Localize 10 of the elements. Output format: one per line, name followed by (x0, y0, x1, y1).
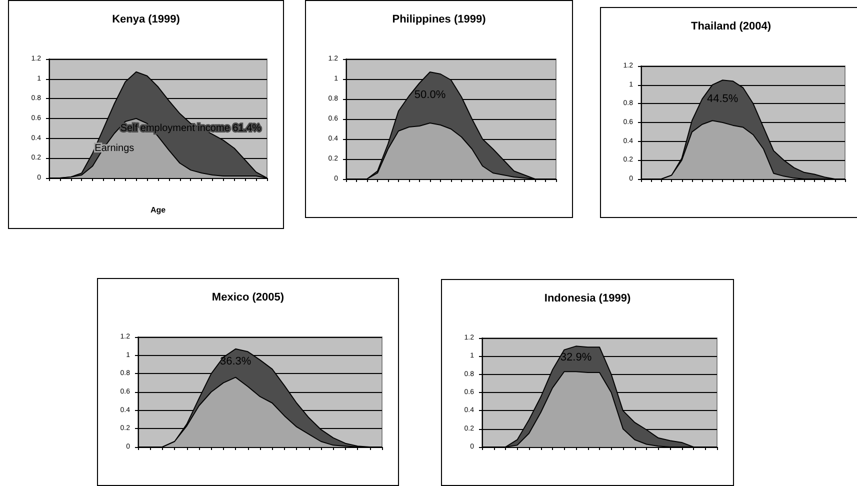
chart-title: Philippines (1999) (392, 14, 486, 26)
annotation: 32.9% (560, 352, 592, 364)
annotation: 50.0% (414, 88, 446, 101)
annotation: 36.3% (220, 356, 252, 368)
chart-title: Thailand (2004) (690, 20, 772, 32)
x-axis-title: Age (150, 206, 166, 214)
chart-title: Kenya (1999) (112, 14, 180, 26)
chart-title: Indonesia (1999) (544, 292, 631, 304)
chart-title: Mexico (2005) (212, 292, 284, 304)
annotation: 44.5% (707, 93, 738, 106)
